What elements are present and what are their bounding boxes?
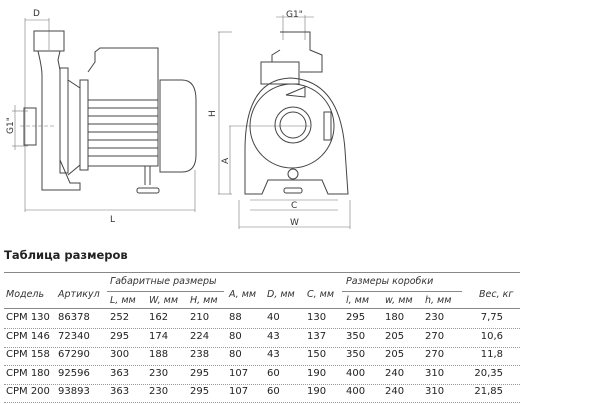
cell-L: 363 xyxy=(110,386,130,398)
cell-H: 210 xyxy=(190,312,210,323)
cell-l: 400 xyxy=(346,386,366,398)
cell-A: 80 xyxy=(229,330,242,342)
row-separator xyxy=(4,402,520,404)
header-weight: Вес, кг xyxy=(479,289,514,300)
cell-A: 88 xyxy=(229,312,242,323)
header-A: A, мм xyxy=(229,289,257,300)
cell-l: 350 xyxy=(346,330,366,342)
cell-A: 107 xyxy=(229,386,249,398)
cell-C: 150 xyxy=(307,349,327,361)
cell-w: 180 xyxy=(385,312,405,323)
header-l: l, мм xyxy=(346,295,370,306)
cell-L: 252 xyxy=(110,312,130,323)
label-w: W xyxy=(290,218,299,228)
cell-H: 295 xyxy=(190,386,210,398)
row-separator xyxy=(4,383,520,385)
label-g1-front: G1" xyxy=(286,10,303,20)
header-article: Артикул xyxy=(58,289,100,300)
cell-L: 363 xyxy=(110,367,130,379)
cell-W: 162 xyxy=(149,312,169,323)
cell-A: 107 xyxy=(229,367,249,379)
cell-C: 190 xyxy=(307,386,327,398)
cell-article: 93893 xyxy=(58,386,90,398)
cell-h: 270 xyxy=(425,349,445,361)
cell-D: 43 xyxy=(267,349,280,361)
cell-H: 238 xyxy=(190,349,210,361)
header-h: h, мм xyxy=(425,295,452,306)
label-h: H xyxy=(208,110,218,117)
cell-W: 174 xyxy=(149,330,169,342)
cell-D: 43 xyxy=(267,330,280,342)
cell-article: 86378 xyxy=(58,312,90,323)
cell-H: 295 xyxy=(190,367,210,379)
table-title: Таблица размеров xyxy=(4,248,128,262)
cell-D: 60 xyxy=(267,386,280,398)
header-W: W, мм xyxy=(149,295,178,306)
cell-weight: 21,85 xyxy=(474,386,503,398)
cell-C: 137 xyxy=(307,330,327,342)
row-separator xyxy=(4,346,520,348)
cell-weight: 11,8 xyxy=(480,349,503,361)
cell-w: 240 xyxy=(385,367,405,379)
header-model: Модель xyxy=(6,289,45,300)
cell-C: 190 xyxy=(307,367,327,379)
side-view xyxy=(12,18,197,212)
cell-weight: 7,75 xyxy=(480,312,503,323)
label-g1-side: G1" xyxy=(6,117,16,134)
cell-h: 270 xyxy=(425,330,445,342)
cell-model: CPM 200 xyxy=(6,386,50,398)
cell-model: CPM 180 xyxy=(6,367,50,379)
cell-weight: 20,35 xyxy=(474,367,503,379)
cell-weight: 10,6 xyxy=(480,330,503,342)
cell-w: 205 xyxy=(385,330,405,342)
cell-w: 205 xyxy=(385,349,405,361)
cell-C: 130 xyxy=(307,312,327,323)
cell-h: 310 xyxy=(425,386,445,398)
cell-L: 295 xyxy=(110,330,130,342)
header-w: w, мм xyxy=(385,295,413,306)
label-d: D xyxy=(33,9,40,19)
cell-h: 230 xyxy=(425,312,445,323)
cell-H: 224 xyxy=(190,330,210,342)
label-l: L xyxy=(110,215,115,225)
cell-l: 350 xyxy=(346,349,366,361)
header-overall-group: Габаритные размеры xyxy=(110,276,217,287)
cell-model: CPM 158 xyxy=(6,349,50,361)
cell-D: 60 xyxy=(267,367,280,379)
header-box-group: Размеры коробки xyxy=(346,276,434,287)
front-view xyxy=(218,15,351,229)
row-separator xyxy=(4,365,520,367)
cell-article: 67290 xyxy=(58,349,90,361)
table-top-rule xyxy=(4,272,520,273)
cell-W: 230 xyxy=(149,367,169,379)
cell-l: 295 xyxy=(346,312,366,323)
header-D: D, мм xyxy=(267,289,295,300)
pump-technical-drawing: D L G1" G1" H A C W xyxy=(6,9,351,229)
box-group-rule xyxy=(342,291,462,292)
row-separator xyxy=(4,328,520,329)
cell-W: 230 xyxy=(149,386,169,398)
cell-w: 240 xyxy=(385,386,405,398)
label-a: A xyxy=(221,157,231,164)
header-bottom-rule xyxy=(4,308,520,309)
label-c: C xyxy=(291,201,297,211)
cell-article: 92596 xyxy=(58,367,90,379)
cell-L: 300 xyxy=(110,349,130,361)
cell-model: CPM 146 xyxy=(6,330,50,342)
header-L: L, мм xyxy=(110,295,136,306)
cell-article: 72340 xyxy=(58,330,90,342)
header-C: C, мм xyxy=(307,289,335,300)
overall-group-rule xyxy=(107,291,224,292)
cell-D: 40 xyxy=(267,312,280,323)
cell-A: 80 xyxy=(229,349,242,361)
header-H: H, мм xyxy=(190,295,218,306)
cell-l: 400 xyxy=(346,367,366,379)
cell-h: 310 xyxy=(425,367,445,379)
cell-model: CPM 130 xyxy=(6,312,50,323)
cell-W: 188 xyxy=(149,349,169,361)
